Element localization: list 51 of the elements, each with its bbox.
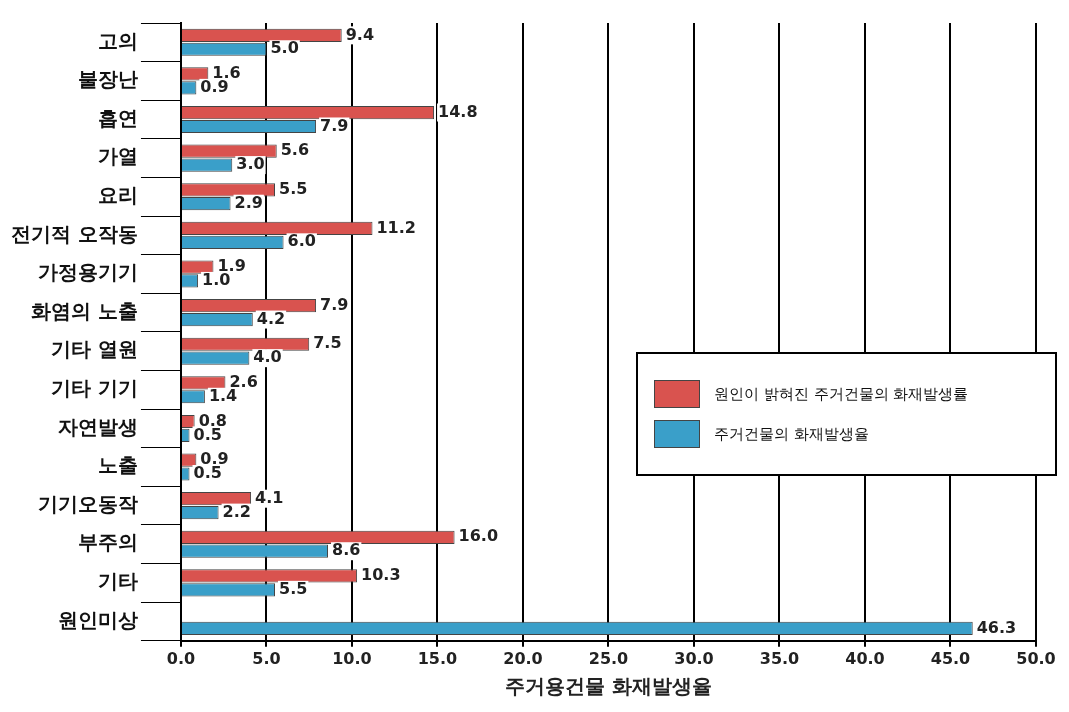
x-tick-label: 20.0 xyxy=(503,648,543,668)
data-label: 5.6 xyxy=(280,140,310,160)
y-tick-label: 흡연 xyxy=(97,105,138,130)
y-tick-label: 전기적 오작동 xyxy=(10,221,138,246)
x-tick-label: 50.0 xyxy=(1016,648,1056,668)
data-label: 3.0 xyxy=(236,154,265,174)
x-tick-label: 15.0 xyxy=(417,648,458,668)
data-label: 7.9 xyxy=(320,115,349,135)
x-tick-label: 0.0 xyxy=(166,648,196,668)
y-tick-label: 가열 xyxy=(97,144,138,169)
data-label: 10.3 xyxy=(361,565,401,585)
legend-label: 원인이 밝혀진 주거건물의 화재발생률 xyxy=(714,383,969,405)
y-tick-label: 부주의 xyxy=(77,530,138,555)
data-label: 6.0 xyxy=(287,231,316,251)
data-label: 11.2 xyxy=(376,217,416,237)
data-label: 16.0 xyxy=(458,526,499,546)
x-tick-label: 5.0 xyxy=(252,648,281,668)
data-label: 46.3 xyxy=(976,617,1017,637)
data-label: 8.6 xyxy=(332,540,361,560)
data-label: 5.5 xyxy=(279,178,308,198)
data-label: 2.9 xyxy=(234,192,263,212)
data-label: 5.0 xyxy=(270,38,299,58)
y-tick-label: 기타 기기 xyxy=(50,376,138,401)
legend-label: 주거건물의 화재발생율 xyxy=(714,423,869,445)
x-tick-label: 35.0 xyxy=(759,648,800,668)
data-label: 4.0 xyxy=(253,347,282,367)
y-tick-label: 기타 열원 xyxy=(50,337,138,362)
x-tick-label: 45.0 xyxy=(930,648,971,668)
data-label: 9.4 xyxy=(345,24,375,44)
data-label: 2.2 xyxy=(222,501,251,521)
data-label: 5.5 xyxy=(279,578,308,598)
x-tick-label: 40.0 xyxy=(845,648,885,668)
y-tick-label: 기타 xyxy=(97,569,138,594)
data-label: 7.9 xyxy=(320,294,349,314)
y-tick-label: 화염의 노출 xyxy=(30,298,138,323)
y-tick-label: 가정용기기 xyxy=(37,260,138,285)
y-tick-label: 불장난 xyxy=(77,67,138,92)
x-tick-label: 10.0 xyxy=(332,648,372,668)
data-label: 4.1 xyxy=(255,487,284,507)
y-tick-label: 자연발생 xyxy=(57,414,138,439)
x-tick-label: 25.0 xyxy=(588,648,629,668)
x-tick-label: 30.0 xyxy=(674,648,714,668)
y-tick-label: 노출 xyxy=(97,453,138,478)
data-label: 14.8 xyxy=(438,101,478,121)
data-label: 7.5 xyxy=(313,333,342,353)
y-tick-label: 원인미상 xyxy=(57,607,138,632)
y-tick-label: 기기오동작 xyxy=(37,491,138,516)
y-tick-label: 고의 xyxy=(97,28,138,53)
data-label: 4.2 xyxy=(256,308,286,328)
x-axis-title: 주거용건물 화재발생율 xyxy=(505,674,712,699)
y-tick-label: 요리 xyxy=(97,182,138,207)
